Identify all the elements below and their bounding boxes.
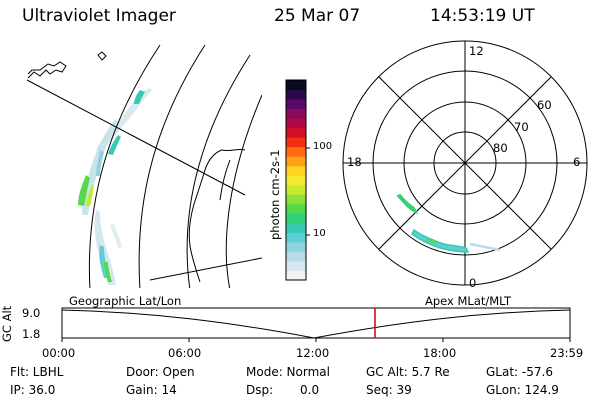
info-mode: Mode: Normal xyxy=(246,365,330,379)
polar-lat-70: 70 xyxy=(514,120,529,134)
colorbar-swatch xyxy=(286,89,306,100)
aurora-emission-polar xyxy=(396,193,501,253)
instrument-title: Ultraviolet Imager xyxy=(22,6,176,26)
colorbar-swatch xyxy=(286,222,306,233)
colorbar-swatch xyxy=(286,165,306,176)
colorbar-swatch xyxy=(286,127,306,138)
colorbar-tick-100: 100 xyxy=(313,141,333,152)
coastline xyxy=(27,51,246,283)
colorbar-swatch xyxy=(286,232,306,243)
timeline-xtick-3: 18:00 xyxy=(423,346,457,360)
time-label: 14:53:19 UT xyxy=(430,6,535,26)
polar-hour-18: 18 xyxy=(347,155,362,169)
colorbar-swatch xyxy=(286,99,306,110)
info-seq: Seq: 39 xyxy=(366,383,412,397)
info-gain: Gain: 14 xyxy=(126,383,177,397)
colorbar-swatch xyxy=(286,241,306,252)
colorbar-swatch xyxy=(286,270,306,281)
timeline-xtick-4: 23:59 xyxy=(550,346,584,360)
timeline-xtick-1: 06:00 xyxy=(168,346,202,360)
colorbar-swatch xyxy=(286,156,306,167)
apex-caption: Apex MLat/MLT xyxy=(425,294,512,308)
latitude-grid-arcs xyxy=(88,44,262,288)
colorbar-swatch xyxy=(286,194,306,205)
colorbar-swatch xyxy=(286,260,306,271)
colorbar-swatch xyxy=(286,184,306,195)
timeline-ytick-1-8: 1.8 xyxy=(22,327,41,341)
colorbar-swatch xyxy=(286,80,306,91)
colorbar-swatch xyxy=(286,213,306,224)
info-dsp-label: Dsp: xyxy=(246,383,274,397)
colorbar-swatch xyxy=(286,108,306,119)
aurora-emission-left xyxy=(78,88,152,285)
geographic-caption: Geographic Lat/Lon xyxy=(69,294,182,308)
info-gc-alt: GC Alt: 5.7 Re xyxy=(366,365,450,379)
colorbar-tick-10: 10 xyxy=(313,228,326,239)
timeline-xtick-0: 00:00 xyxy=(42,346,76,360)
colorbar-swatch xyxy=(286,137,306,148)
info-filter: Flt: LBHL xyxy=(10,365,64,379)
colorbar-swatch xyxy=(286,146,306,157)
info-glon: GLon: 124.9 xyxy=(486,383,559,397)
longitude-grid-lines xyxy=(27,79,262,281)
info-door: Door: Open xyxy=(126,365,195,379)
polar-hour-0: 0 xyxy=(469,276,477,290)
polar-hour-12: 12 xyxy=(469,44,484,58)
colorbar-swatch xyxy=(286,203,306,214)
colorbar-swatch xyxy=(286,118,306,129)
colorbar-swatch xyxy=(286,251,306,262)
info-glat: GLat: -57.6 xyxy=(486,365,553,379)
timeline-ytick-9: 9.0 xyxy=(22,306,41,320)
info-ip: IP: 36.0 xyxy=(10,383,56,397)
polar-lat-60: 60 xyxy=(537,98,552,112)
timeline-xtick-2: 12:00 xyxy=(296,346,330,360)
polar-hour-6: 6 xyxy=(573,155,581,169)
colorbar-swatch xyxy=(286,175,306,186)
polar-lat-80: 80 xyxy=(493,141,508,155)
info-dsp-value: 0.0 xyxy=(300,383,320,397)
date-label: 25 Mar 07 xyxy=(274,6,361,26)
